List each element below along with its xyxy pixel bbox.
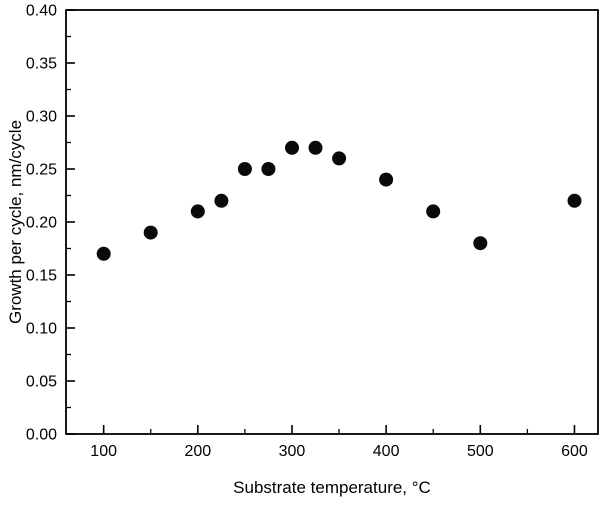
- x-tick-label: 500: [467, 443, 494, 460]
- y-tick-label: 0.10: [26, 321, 57, 338]
- x-axis-label: Substrate temperature, °C: [233, 478, 431, 497]
- x-tick-label: 600: [561, 443, 588, 460]
- data-point: [190, 204, 205, 219]
- data-point: [426, 204, 441, 219]
- y-tick-label: 0.20: [26, 215, 57, 232]
- y-tick-label: 0.30: [26, 109, 57, 126]
- y-tick-label: 0.15: [26, 268, 57, 285]
- x-tick-label: 100: [90, 443, 117, 460]
- data-point: [214, 193, 229, 208]
- x-tick-label: 300: [279, 443, 306, 460]
- data-point: [473, 236, 488, 251]
- plot-frame: [65, 9, 599, 435]
- data-point: [332, 151, 347, 166]
- y-axis-label: Growth per cycle, nm/cycle: [6, 119, 25, 325]
- data-point: [308, 140, 323, 155]
- y-tick-label: 0.40: [26, 3, 57, 20]
- y-tick-label: 0.35: [26, 56, 57, 73]
- data-point: [237, 162, 252, 176]
- x-tick-label: 200: [184, 443, 211, 460]
- y-tick-label: 0.25: [26, 162, 57, 179]
- x-tick-label: 400: [373, 443, 400, 460]
- y-tick-label: 0.05: [26, 374, 57, 391]
- data-point: [285, 140, 299, 155]
- data-point: [567, 193, 582, 208]
- y-tick-label: 0.00: [26, 427, 57, 444]
- data-point: [143, 225, 158, 240]
- data-point: [96, 246, 111, 261]
- data-point: [261, 162, 276, 176]
- data-point: [379, 172, 394, 187]
